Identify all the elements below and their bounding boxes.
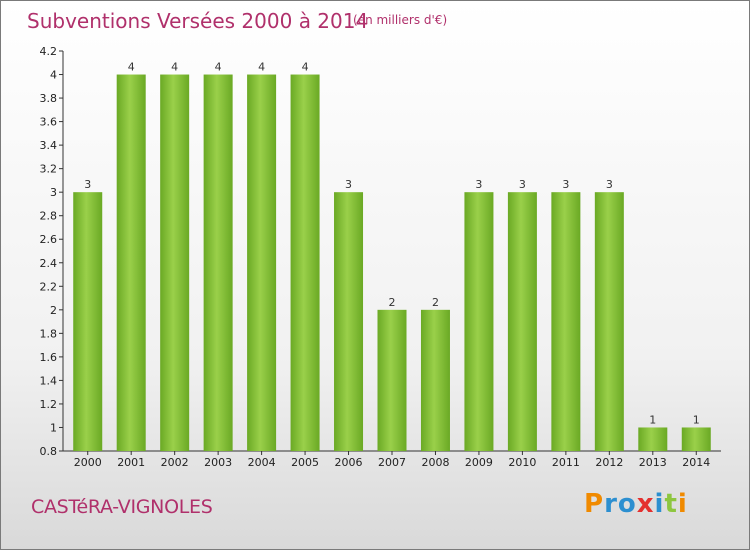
- logo-letter: x: [636, 489, 655, 519]
- y-tick-label: 1.2: [40, 398, 58, 411]
- logo-letter: t: [664, 489, 678, 519]
- logo-letter: i: [677, 489, 688, 519]
- data-label: 4: [215, 61, 222, 74]
- y-tick-label: 2: [50, 304, 57, 317]
- y-tick-label: 3.8: [40, 92, 58, 105]
- data-label: 3: [84, 178, 91, 191]
- y-tick-label: 4: [50, 69, 57, 82]
- data-label: 3: [345, 178, 352, 191]
- data-label: 3: [562, 178, 569, 191]
- y-tick-label: 3: [50, 186, 57, 199]
- logo-letter: P: [584, 489, 605, 519]
- data-label: 3: [606, 178, 613, 191]
- data-label: 4: [171, 61, 178, 74]
- x-tick-label: 2001: [117, 456, 145, 469]
- y-tick-label: 3.6: [40, 116, 58, 129]
- data-label: 2: [432, 296, 439, 309]
- x-tick-label: 2011: [552, 456, 580, 469]
- chart-title: Subventions Versées 2000 à 2014: [27, 9, 369, 33]
- data-label: 4: [258, 61, 265, 74]
- y-tick-label: 4.2: [40, 45, 58, 58]
- x-tick-label: 2008: [421, 456, 449, 469]
- data-label: 1: [649, 413, 656, 426]
- y-tick-label: 2.2: [40, 280, 58, 293]
- logo-letter: r: [604, 489, 618, 519]
- x-tick-label: 2007: [378, 456, 406, 469]
- data-label: 2: [389, 296, 396, 309]
- bar: [247, 74, 277, 451]
- proxiti-logo[interactable]: Proxiti: [584, 489, 688, 519]
- bar: [160, 74, 190, 451]
- x-tick-label: 2003: [204, 456, 232, 469]
- x-tick-label: 2013: [639, 456, 667, 469]
- data-label: 4: [302, 61, 309, 74]
- y-tick-label: 2.6: [40, 233, 58, 246]
- data-label: 3: [475, 178, 482, 191]
- bar: [73, 192, 103, 452]
- x-tick-label: 2005: [291, 456, 319, 469]
- y-tick-label: 3.4: [40, 139, 58, 152]
- x-tick-label: 2006: [335, 456, 363, 469]
- bar: [116, 74, 146, 451]
- x-tick-label: 2014: [682, 456, 710, 469]
- logo-letter: o: [617, 489, 637, 519]
- y-tick-label: 3.2: [40, 163, 58, 176]
- x-tick-label: 2004: [248, 456, 276, 469]
- bar: [638, 427, 668, 451]
- y-tick-label: 1: [50, 421, 57, 434]
- bar: [203, 74, 233, 451]
- bar: [507, 192, 537, 452]
- y-tick-label: 1.4: [40, 374, 58, 387]
- bar: [290, 74, 320, 451]
- x-tick-label: 2009: [465, 456, 493, 469]
- bar: [464, 192, 494, 452]
- data-label: 1: [693, 413, 700, 426]
- bar: [334, 192, 364, 452]
- bar: [681, 427, 711, 451]
- y-tick-label: 1.6: [40, 351, 58, 364]
- bar: [420, 309, 450, 451]
- bar: [594, 192, 624, 452]
- bar: [551, 192, 581, 452]
- x-tick-label: 2012: [595, 456, 623, 469]
- y-tick-label: 2.4: [40, 257, 58, 270]
- data-label: 3: [519, 178, 526, 191]
- y-tick-label: 1.8: [40, 327, 58, 340]
- y-tick-label: 2.8: [40, 210, 58, 223]
- commune-name: CASTéRA-VIGNOLES: [31, 496, 213, 518]
- chart-subtitle: (en milliers d'€): [353, 13, 448, 27]
- x-tick-label: 2010: [508, 456, 536, 469]
- y-tick-label: 0.8: [40, 445, 58, 458]
- data-label: 4: [128, 61, 135, 74]
- x-tick-label: 2000: [74, 456, 102, 469]
- logo-letter: i: [654, 489, 665, 519]
- bar: [377, 309, 407, 451]
- x-tick-label: 2002: [161, 456, 189, 469]
